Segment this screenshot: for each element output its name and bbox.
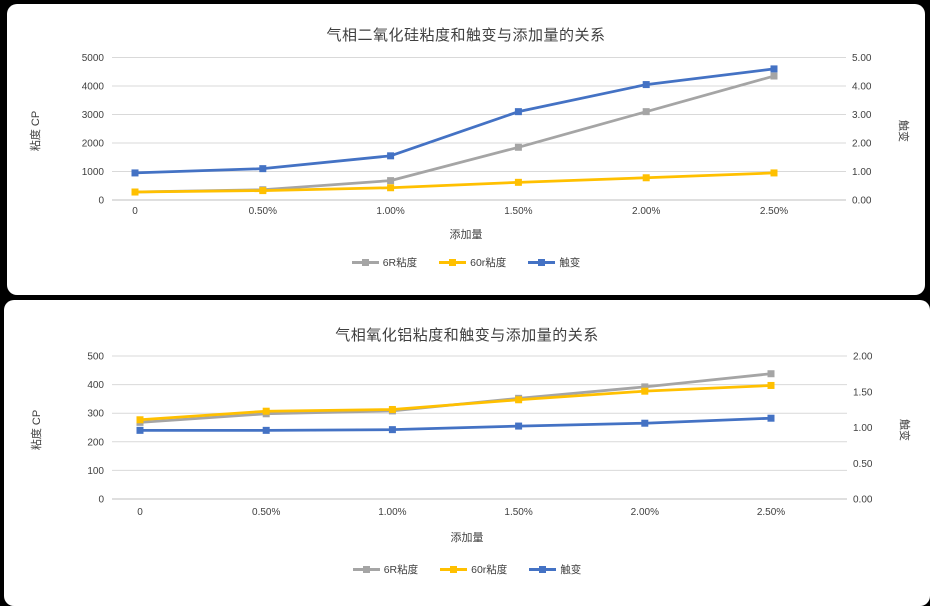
legend-item-60r粘度: 60r粘度 [440, 562, 507, 577]
legend-item-60r粘度: 60r粘度 [439, 255, 506, 270]
series-marker-60r粘度 [136, 416, 144, 424]
y-right-tick-label: 3.00 [852, 110, 872, 121]
legend-item-6R粘度: 6R粘度 [352, 562, 419, 577]
series-marker-触变 [515, 422, 523, 430]
y-left-tick-label: 5000 [82, 53, 105, 64]
series-marker-60r粘度 [388, 405, 396, 413]
legend-marker-icon [440, 565, 468, 574]
series-marker-60r粘度 [641, 387, 649, 395]
alumina-x-axis-title: 添加量 [450, 532, 484, 544]
series-marker-60r粘度 [515, 396, 523, 404]
silica-chart-title: 气相二氧化硅粘度和触变与添加量的关系 [326, 27, 606, 44]
x-tick-label: 2.00% [631, 507, 659, 518]
y-left-tick-label: 4000 [82, 82, 105, 93]
y-right-tick-label: 4.00 [852, 82, 872, 93]
x-tick-label: 1.50% [504, 206, 532, 217]
x-tick-label: 1.00% [378, 507, 406, 518]
x-tick-label: 2.50% [757, 507, 785, 518]
series-line-触变 [140, 416, 772, 432]
silica-chart-panel: 气相二氧化硅粘度和触变与添加量的关系 粘度 CP 触变 0 1000 2000 300… [7, 4, 925, 295]
alumina-chart-title: 气相氧化铝粘度和触变与添加量的关系 [335, 327, 599, 344]
series-marker-60r粘度 [642, 174, 650, 182]
series-line-60r粘度 [134, 171, 775, 194]
y-left-tick-label: 0 [98, 495, 104, 506]
legend-item-6R粘度: 6R粘度 [351, 255, 418, 270]
silica-x-axis-title: 添加量 [449, 229, 483, 241]
series-marker-60r粘度 [131, 188, 139, 196]
x-tick-label: 0.50% [252, 507, 280, 518]
y-left-tick-label: 400 [87, 380, 104, 391]
y-right-tick-label: 1.00 [853, 423, 873, 434]
series-marker-触变 [767, 414, 775, 422]
y-left-tick-label: 500 [87, 352, 104, 363]
series-marker-触变 [387, 152, 395, 160]
series-marker-触变 [388, 426, 396, 434]
legend-marker-icon [529, 565, 557, 574]
y-left-tick-label: 100 [87, 466, 104, 477]
x-tick-label: 1.50% [504, 507, 532, 518]
y-right-tick-label: 5.00 [852, 53, 872, 64]
legend-marker-icon [439, 258, 467, 267]
legend-label: 60r粘度 [470, 257, 507, 269]
legend-item-触变: 触变 [529, 562, 581, 577]
series-line-6R粘度 [139, 372, 772, 424]
y-left-tick-label: 300 [87, 409, 104, 420]
legend-marker-icon [528, 258, 556, 267]
y-right-tick-label: 1.00 [852, 167, 872, 178]
y-right-tick-label: 0.00 [853, 495, 873, 506]
legend-label: 触变 [559, 257, 581, 269]
x-tick-label: 0.50% [249, 206, 277, 217]
series-marker-6R粘度 [514, 143, 522, 151]
y-right-tick-label: 2.00 [853, 352, 873, 363]
legend-label: 触变 [560, 564, 582, 576]
series-marker-60r粘度 [259, 187, 267, 195]
series-marker-60r粘度 [514, 178, 522, 186]
x-tick-label: 1.00% [376, 206, 404, 217]
y-left-tick-label: 200 [87, 437, 104, 448]
legend-marker-icon [351, 258, 379, 267]
legend-item-触变: 触变 [528, 255, 580, 270]
y-left-tick-label: 0 [98, 196, 104, 207]
series-marker-6R粘度 [642, 108, 650, 116]
y-right-tick-label: 0.00 [852, 196, 872, 207]
x-tick-label: 0 [132, 206, 138, 217]
series-marker-触变 [642, 81, 650, 89]
x-tick-label: 2.50% [760, 206, 788, 217]
silica-chart-plot: 0 1000 2000 3000 4000 5000 0.00 1.00 2.00 3.00 4.0… [82, 53, 872, 217]
y-left-tick-label: 3000 [82, 110, 105, 121]
alumina-chart-legend: 6R粘度 60r粘度 触变 [4, 562, 930, 577]
series-marker-触变 [136, 426, 144, 434]
series-marker-60r粘度 [767, 381, 775, 389]
y-right-tick-label: 1.50 [853, 387, 873, 398]
series-marker-触变 [514, 108, 522, 116]
y-right-tick-label: 2.00 [852, 139, 872, 150]
series-marker-触变 [259, 165, 267, 173]
y-right-tick-label: 0.50 [853, 459, 873, 470]
series-line-60r粘度 [139, 384, 772, 422]
series-marker-触变 [262, 426, 270, 434]
silica-chart-legend: 6R粘度 60r粘度 触变 [7, 255, 925, 270]
series-marker-60r粘度 [387, 184, 395, 192]
y-left-tick-label: 2000 [82, 139, 105, 150]
series-marker-60r粘度 [262, 407, 270, 415]
series-marker-6R粘度 [641, 383, 649, 391]
series-marker-6R粘度 [767, 370, 775, 378]
legend-label: 6R粘度 [382, 257, 418, 269]
x-tick-label: 2.00% [632, 206, 660, 217]
legend-label: 6R粘度 [383, 564, 419, 576]
alumina-chart-panel: 气相氧化铝粘度和触变与添加量的关系 粘度 CP 触变 0 100 200 300 400… [4, 300, 930, 606]
series-marker-触变 [131, 169, 139, 177]
x-tick-label: 0 [137, 507, 143, 518]
series-marker-60r粘度 [770, 169, 778, 177]
legend-marker-icon [352, 565, 380, 574]
legend-label: 60r粘度 [471, 564, 508, 576]
alumina-chart-plot: 0 100 200 300 400 500 0.00 0.50 1.00 1.50 2.00 0 0.5… [87, 352, 873, 519]
y-left-tick-label: 1000 [82, 167, 105, 178]
series-marker-触变 [770, 65, 778, 73]
series-marker-6R粘度 [387, 177, 395, 185]
series-line-触变 [134, 67, 775, 175]
series-marker-6R粘度 [770, 72, 778, 80]
series-marker-触变 [641, 419, 649, 427]
